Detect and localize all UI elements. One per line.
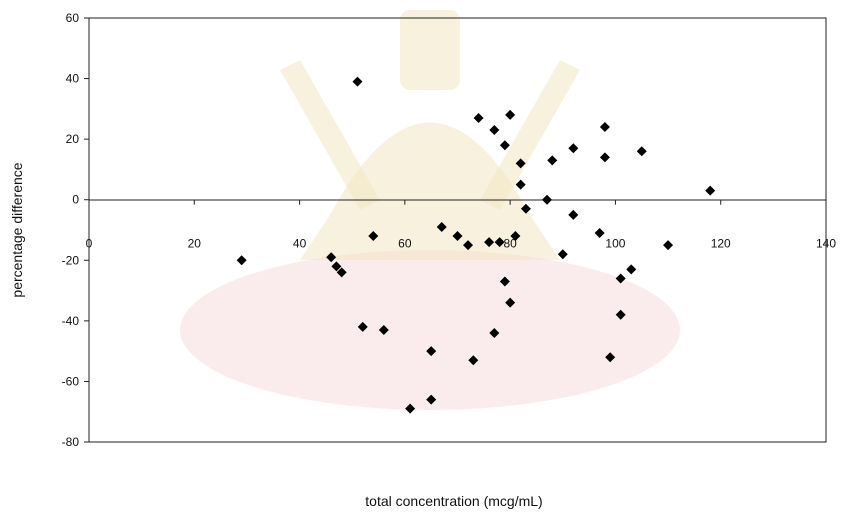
- data-point-41: [663, 240, 674, 251]
- y-tick-label: 60: [66, 11, 80, 25]
- data-point-31: [568, 143, 579, 154]
- x-tick-label: 100: [605, 237, 625, 251]
- data-point-6: [368, 231, 379, 242]
- data-point-21: [499, 276, 510, 287]
- data-point-14: [468, 355, 479, 366]
- y-tick-label: 40: [66, 72, 80, 86]
- data-point-32: [568, 209, 579, 220]
- x-axis-label: total concentration (mcg/mL): [365, 493, 542, 509]
- data-point-10: [426, 394, 437, 405]
- y-axis-ticks: -80 -60 -40 -20 0 20 40 60: [62, 11, 89, 449]
- data-point-2: [331, 261, 342, 272]
- watermark-emblem: [180, 10, 680, 410]
- data-point-1: [326, 252, 337, 263]
- x-tick-label: 120: [711, 237, 731, 251]
- data-point-25: [515, 158, 526, 169]
- data-point-34: [599, 122, 610, 133]
- data-point-7: [378, 324, 389, 335]
- data-point-33: [594, 228, 605, 239]
- y-tick-label: -20: [62, 253, 80, 267]
- data-point-15: [473, 112, 484, 123]
- data-point-42: [705, 185, 716, 196]
- y-axis-label: percentage difference: [9, 162, 25, 297]
- data-point-22: [505, 109, 516, 120]
- data-point-8: [405, 403, 416, 414]
- data-point-0: [236, 255, 247, 266]
- data-point-37: [615, 309, 626, 320]
- plot-area: [88, 17, 827, 443]
- data-point-39: [626, 264, 637, 275]
- y-tick-label: 0: [72, 193, 79, 207]
- data-point-26: [515, 179, 526, 190]
- data-point-19: [494, 237, 505, 248]
- y-tick-label: -60: [62, 374, 80, 388]
- data-point-27: [520, 203, 531, 214]
- y-tick-label: 20: [66, 132, 80, 146]
- x-tick-label: 80: [503, 237, 517, 251]
- data-point-29: [547, 155, 558, 166]
- data-point-12: [452, 231, 463, 242]
- y-tick-label: -40: [62, 314, 80, 328]
- x-tick-label: 40: [293, 237, 307, 251]
- x-tick-label: 140: [816, 237, 836, 251]
- data-point-16: [484, 237, 495, 248]
- data-point-5: [357, 321, 368, 332]
- data-point-9: [426, 346, 437, 357]
- x-tick-label: 0: [86, 237, 93, 251]
- y-tick-label: -80: [62, 435, 80, 449]
- data-point-3: [336, 267, 347, 278]
- data-point-28: [541, 194, 552, 205]
- data-point-36: [605, 352, 616, 363]
- data-point-35: [599, 152, 610, 163]
- x-tick-label: 60: [398, 237, 412, 251]
- data-point-13: [463, 240, 474, 251]
- data-points: [236, 76, 716, 414]
- data-point-11: [436, 221, 447, 232]
- data-point-24: [510, 231, 521, 242]
- data-point-40: [636, 146, 647, 157]
- x-axis-ticks: 0 20 40 60 80 100 120 140: [86, 199, 836, 251]
- data-point-18: [489, 327, 500, 338]
- data-point-30: [557, 249, 568, 260]
- data-point-4: [352, 76, 363, 87]
- x-tick-label: 20: [188, 237, 202, 251]
- data-point-17: [489, 125, 500, 136]
- data-point-38: [615, 273, 626, 284]
- data-point-23: [505, 297, 516, 308]
- data-point-20: [499, 140, 510, 151]
